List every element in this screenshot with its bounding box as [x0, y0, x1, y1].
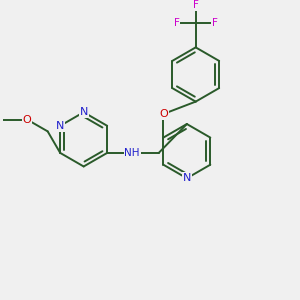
Text: F: F: [193, 0, 199, 10]
Text: F: F: [212, 18, 218, 28]
Text: O: O: [159, 109, 168, 119]
Text: F: F: [174, 18, 179, 28]
Text: N: N: [56, 121, 64, 131]
Text: N: N: [80, 107, 88, 117]
Text: O: O: [23, 115, 32, 124]
Text: N: N: [183, 173, 191, 183]
Text: NH: NH: [124, 148, 140, 158]
